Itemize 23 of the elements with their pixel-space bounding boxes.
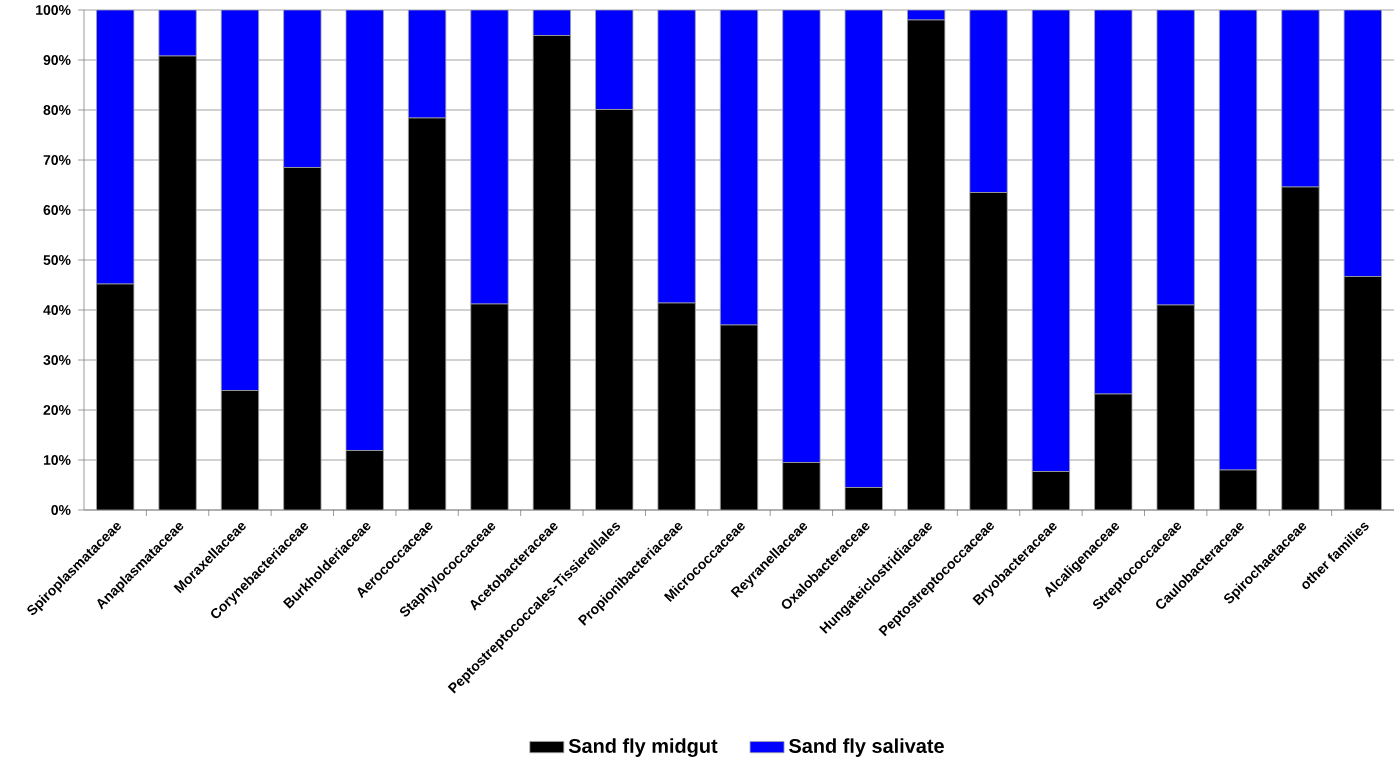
bar [345, 450, 384, 510]
bar [1156, 304, 1195, 510]
bar [532, 35, 571, 510]
bar [969, 192, 1008, 510]
bar [907, 19, 946, 510]
bar [283, 167, 322, 510]
bar [158, 55, 197, 510]
bar [1031, 471, 1071, 510]
legend-label: Sand fly midgut [568, 738, 718, 758]
bar [595, 109, 634, 510]
bar [657, 302, 696, 510]
bar [845, 487, 883, 510]
bar [1281, 186, 1320, 510]
bar [96, 283, 135, 510]
bar [220, 390, 260, 510]
legend-label: Sand fly salivate [789, 738, 944, 757]
bar [407, 117, 447, 510]
bar [1094, 393, 1133, 510]
bar [782, 462, 821, 510]
bar [1218, 469, 1258, 510]
bar [470, 303, 509, 510]
bar [1343, 276, 1382, 510]
bar [719, 324, 759, 510]
